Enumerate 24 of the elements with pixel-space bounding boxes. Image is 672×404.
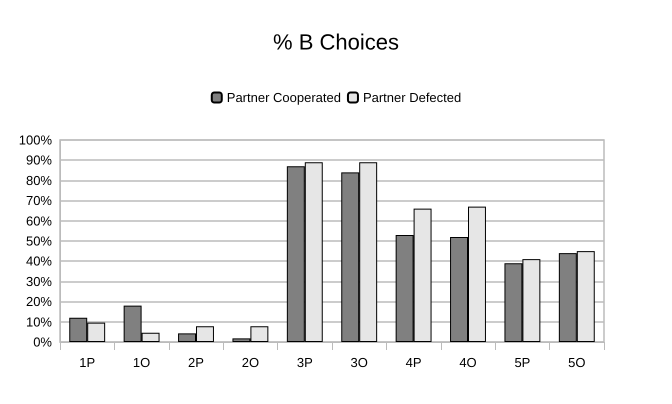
x-tick-label: 3P bbox=[296, 355, 313, 370]
legend-label: Partner Defected bbox=[362, 90, 462, 105]
x-tick-label: 1P bbox=[79, 355, 96, 370]
x-tick-label: 3O bbox=[350, 355, 368, 370]
legend-label: Partner Cooperated bbox=[226, 90, 341, 105]
x-tick-label: 4O bbox=[459, 355, 477, 370]
y-tick-label: 10% bbox=[26, 314, 52, 330]
y-tick-label: 50% bbox=[26, 234, 52, 248]
x-tick-label: 4P bbox=[406, 355, 422, 370]
x-tick-label: 5P bbox=[514, 355, 530, 370]
y-tick-label: 60% bbox=[26, 213, 52, 228]
y-tick-label: 100% bbox=[18, 132, 52, 148]
y-tick-label: 90% bbox=[26, 152, 52, 168]
chart-title: % B Choices bbox=[273, 30, 399, 54]
x-tick-label: 5O bbox=[568, 355, 586, 370]
x-tick-label: 2O bbox=[242, 355, 260, 370]
y-tick-label: 0% bbox=[33, 334, 52, 350]
y-tick-label: 70% bbox=[26, 193, 52, 208]
y-tick-label: 80% bbox=[26, 172, 52, 188]
x-tick-label: 2P bbox=[188, 355, 204, 370]
y-tick-label: 40% bbox=[26, 254, 52, 269]
y-tick-label: 30% bbox=[26, 274, 52, 289]
x-tick-label: 1O bbox=[132, 355, 150, 370]
y-tick-label: 20% bbox=[26, 294, 52, 310]
